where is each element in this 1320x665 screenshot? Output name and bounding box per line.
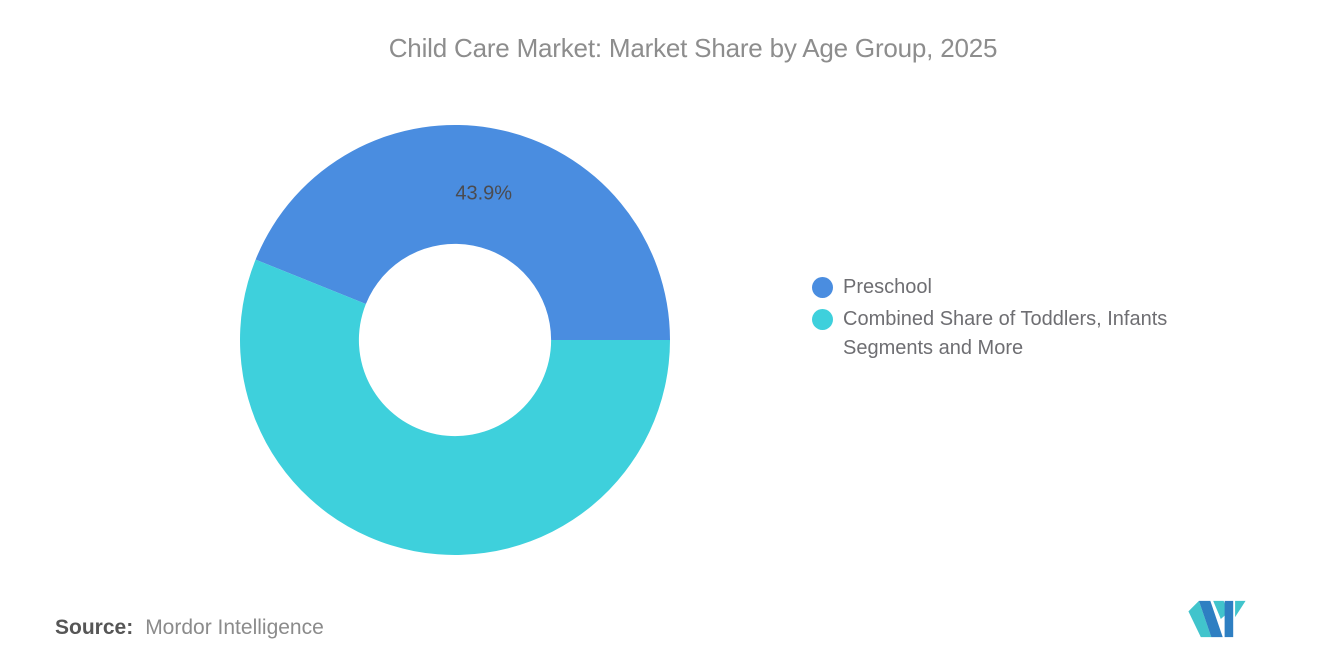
donut-slice-1[interactable]	[240, 259, 670, 556]
legend-marker-combined-share	[812, 309, 833, 330]
legend: Preschool Combined Share of Toddlers, In…	[812, 273, 1223, 363]
legend-item-preschool[interactable]: Preschool	[812, 273, 1223, 302]
logo-teal-left-stripe	[1188, 600, 1212, 638]
logo-blue-left-stripe	[1198, 600, 1223, 638]
donut-chart: 43.9%	[240, 125, 670, 556]
source-label: Source:	[55, 616, 134, 639]
source-line: Source: Mordor Intelligence	[55, 616, 324, 640]
logo-teal-mid-wedge	[1213, 600, 1229, 619]
slice-value-label: 43.9%	[455, 182, 512, 204]
logo-teal-right-triangle	[1235, 600, 1246, 618]
logo-blue-bar	[1224, 600, 1234, 638]
donut-slice-0[interactable]	[255, 125, 670, 340]
mordor-intelligence-logo	[1188, 600, 1246, 638]
legend-marker-preschool	[812, 277, 833, 298]
legend-item-combined-share[interactable]: Combined Share of Toddlers, Infants Segm…	[812, 305, 1223, 363]
chart-title: Child Care Market: Market Share by Age G…	[388, 33, 998, 63]
legend-label-preschool: Preschool	[843, 276, 932, 298]
source-value: Mordor Intelligence	[145, 616, 324, 639]
legend-label-combined-share: Combined Share of Toddlers, Infants Segm…	[843, 308, 1168, 359]
